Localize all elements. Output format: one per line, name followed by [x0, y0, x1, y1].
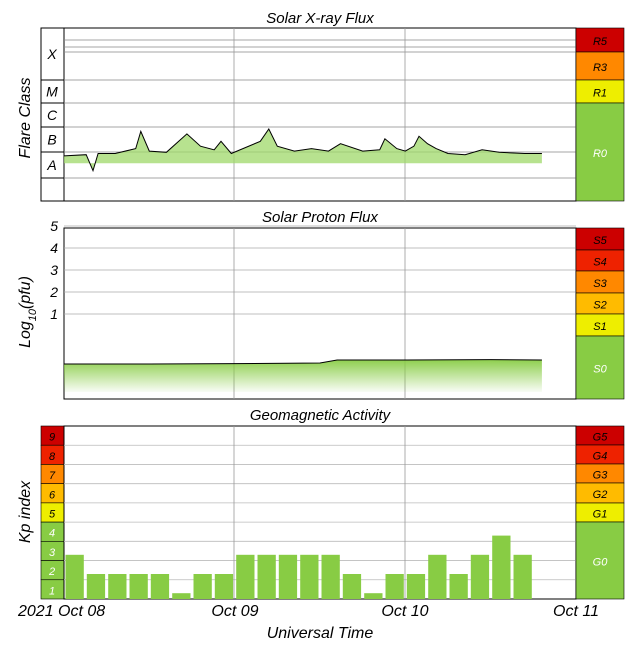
- xray-scale-r3: [575, 51, 625, 81]
- proton-ytick-4: 4: [50, 240, 58, 256]
- xray-scale-label-r5: R5: [593, 36, 608, 48]
- proton-ytick-3: 3: [50, 262, 58, 278]
- x-tick-oct11: Oct 11: [553, 603, 599, 620]
- geomag-scale-label-g3: G3: [593, 470, 609, 482]
- kp-bar: [278, 554, 298, 599]
- proton-scale-label-s1: S1: [593, 321, 606, 333]
- kp-bar: [385, 574, 404, 599]
- proton-scale-label-s3: S3: [593, 278, 607, 290]
- proton-ytick-2: 2: [49, 284, 58, 300]
- kp-bar: [470, 554, 490, 599]
- x-tick-oct09: Oct 09: [211, 603, 258, 620]
- geomag-plot-area: [63, 425, 577, 600]
- xray-scale-label-r0: R0: [593, 148, 608, 160]
- proton-scale-label-s5: S5: [593, 235, 607, 247]
- kp-bar: [129, 574, 148, 599]
- xray-scale-r5: [575, 27, 625, 53]
- xray-scale-label-r1: R1: [593, 88, 607, 100]
- flare-class-label-a: A: [46, 157, 56, 173]
- geomag-scale-label-g2: G2: [593, 489, 608, 501]
- kp-level-label-1: 1: [49, 585, 55, 597]
- proton-scale-s0: [575, 335, 625, 400]
- kp-bar: [86, 574, 106, 599]
- xray-plot-area: [63, 27, 577, 202]
- kp-bar: [513, 554, 532, 599]
- geomag-title: Geomagnetic Activity: [250, 407, 392, 424]
- kp-bar: [214, 574, 234, 599]
- proton-ylabel: Log10(pfu): [17, 276, 39, 348]
- kp-bar: [65, 554, 84, 599]
- kp-bar: [108, 574, 127, 599]
- geomag-ylabel: Kp index: [17, 480, 34, 543]
- geomag-scale-g0: [575, 521, 625, 600]
- x-axis-label: Universal Time: [267, 625, 374, 642]
- kp-bar: [364, 593, 383, 599]
- geomag-scale-label-g1: G1: [593, 509, 608, 521]
- kp-bar: [193, 574, 212, 599]
- kp-level-label-4: 4: [49, 528, 55, 540]
- proton-flux-fill: [64, 359, 542, 392]
- x-tick-oct08: 2021 Oct 08: [17, 603, 105, 620]
- kp-bar: [449, 574, 468, 599]
- kp-bar: [321, 554, 340, 599]
- geomag-scale-label-g4: G4: [593, 451, 608, 463]
- kp-level-label-5: 5: [49, 509, 56, 521]
- kp-level-label-9: 9: [49, 432, 55, 444]
- proton-flux-line: [64, 359, 542, 365]
- kp-level-label-3: 3: [49, 547, 56, 559]
- x-tick-oct10: Oct 10: [381, 603, 428, 620]
- kp-bar: [150, 574, 170, 599]
- kp-bar: [300, 554, 319, 599]
- kp-bar: [342, 574, 362, 599]
- xray-ylabel: Flare Class: [17, 78, 34, 159]
- kp-level-label-8: 8: [49, 451, 56, 463]
- geomag-scale-label-g0: G0: [593, 557, 609, 569]
- flare-class-label-c: C: [47, 107, 58, 123]
- xray-title: Solar X-ray Flux: [266, 10, 374, 27]
- kp-level-label-7: 7: [49, 470, 56, 482]
- flare-class-label-b: B: [47, 132, 56, 148]
- kp-bar: [492, 535, 511, 599]
- flare-class-label-x: X: [46, 46, 57, 62]
- kp-bar: [172, 593, 191, 599]
- geomag-scale-label-g5: G5: [593, 432, 609, 444]
- proton-scale-label-s0: S0: [593, 364, 607, 376]
- xray-flux-line: [63, 128, 542, 173]
- kp-bar: [406, 574, 426, 599]
- proton-ytick-1: 1: [50, 306, 58, 322]
- xray-scale-label-r3: R3: [593, 62, 608, 74]
- proton-scale-label-s4: S4: [593, 257, 606, 269]
- kp-level-label-2: 2: [48, 566, 55, 578]
- flare-class-label-m: M: [46, 84, 58, 100]
- kp-bar: [257, 554, 276, 599]
- kp-bar: [428, 554, 447, 599]
- proton-title: Solar Proton Flux: [262, 209, 378, 226]
- kp-level-label-6: 6: [49, 489, 56, 501]
- xray-scale-r0: [575, 102, 625, 202]
- proton-scale-label-s2: S2: [593, 300, 606, 312]
- kp-bar: [236, 554, 255, 599]
- proton-ytick-5: 5: [50, 218, 58, 234]
